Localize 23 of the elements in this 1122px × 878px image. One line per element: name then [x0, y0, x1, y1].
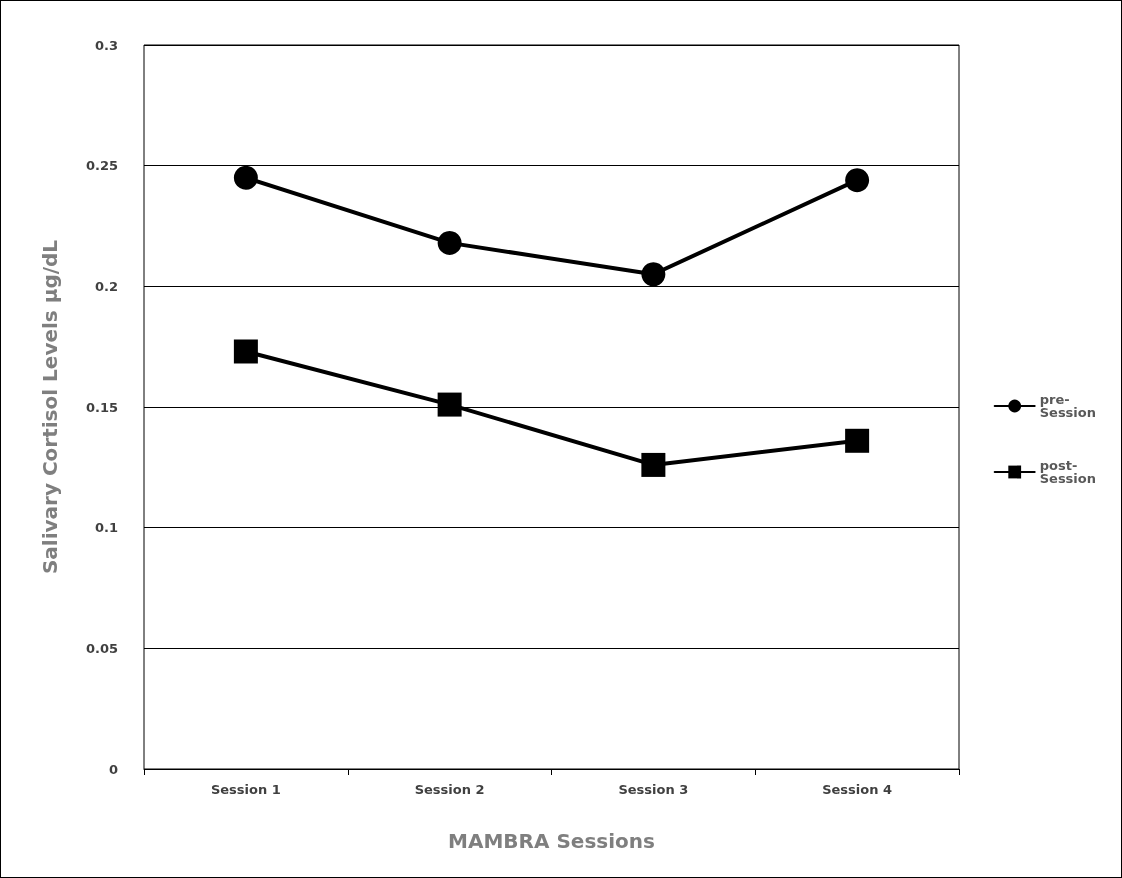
legend-label: pre-Session	[1039, 392, 1097, 420]
point	[845, 428, 870, 453]
point	[641, 452, 666, 477]
y-tick-label: 0.15	[85, 399, 118, 415]
x-tick-label: Session 2	[414, 782, 485, 797]
y-tick-label: 0.1	[94, 520, 118, 536]
x-tick-label: Session 1	[210, 782, 281, 797]
y-tick-label: 0.3	[94, 37, 118, 53]
point	[233, 339, 258, 364]
point	[641, 262, 666, 287]
legend-label: post-Session	[1039, 458, 1097, 486]
y-tick-label: 0	[108, 761, 118, 777]
point	[233, 165, 258, 190]
x-axis-title: MAMBRA Sessions	[448, 829, 655, 853]
y-axis-title: Salivary Cortisol Levels µg/dL	[38, 239, 62, 575]
x-tick-label: Session 3	[618, 782, 689, 797]
y-tick-label: 0.2	[94, 278, 118, 294]
point	[437, 392, 462, 417]
y-tick-label: 0.05	[85, 640, 118, 656]
y-tick-label: 0.25	[85, 158, 118, 174]
x-tick-label: Session 4	[822, 782, 893, 797]
point	[437, 230, 462, 255]
point	[845, 168, 870, 193]
